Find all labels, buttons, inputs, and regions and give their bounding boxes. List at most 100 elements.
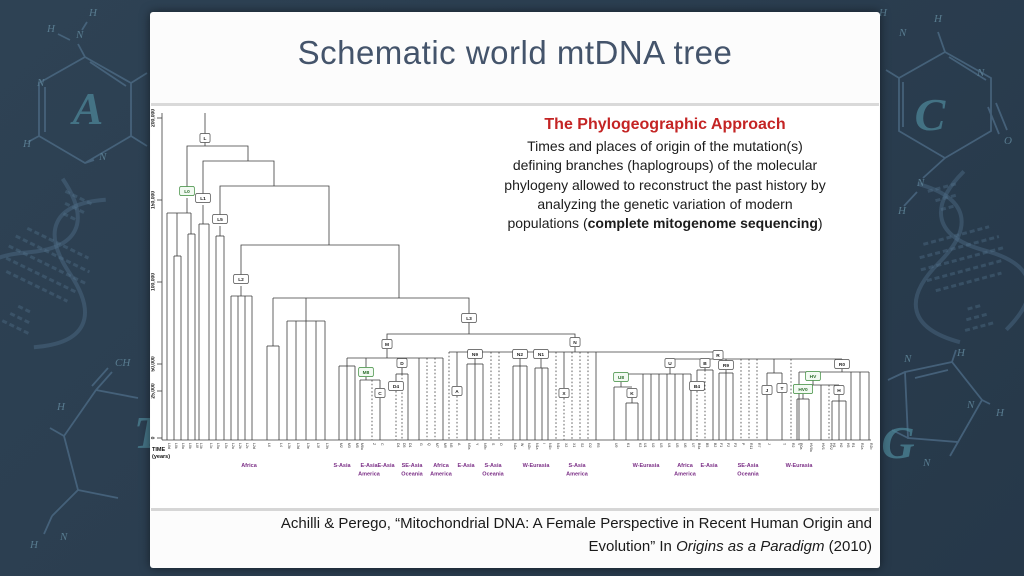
haplogroup-box-HV0 xyxy=(792,384,813,394)
svg-text:Z: Z xyxy=(372,443,376,446)
svg-text:E-Asia: E-Asia xyxy=(377,463,395,469)
svg-text:SE-Asia: SE-Asia xyxy=(738,463,760,469)
svg-text:N5: N5 xyxy=(449,443,453,448)
haplogroup-box-M xyxy=(381,339,393,349)
svg-text:America: America xyxy=(674,472,697,478)
cytosine-molecule-sketch xyxy=(885,31,1008,207)
tree-leaf-lineages xyxy=(166,213,870,440)
svg-text:L1c: L1c xyxy=(209,443,213,449)
svg-text:F3: F3 xyxy=(733,443,737,447)
atom-label: N xyxy=(903,353,912,365)
approach-body-line: populations (complete mitogenome sequenc… xyxy=(507,215,823,232)
svg-text:T: T xyxy=(781,386,784,392)
svg-text:U8: U8 xyxy=(618,375,624,381)
svg-text:HV2: HV2 xyxy=(829,443,833,450)
svg-text:D4: D4 xyxy=(393,384,399,390)
haplogroup-box-D xyxy=(396,358,408,368)
atom-label: H xyxy=(22,138,32,150)
haplogroup-box-T xyxy=(776,383,788,393)
svg-text:N: N xyxy=(573,340,577,346)
svg-text:U7: U7 xyxy=(691,443,695,448)
atom-label: N xyxy=(59,531,68,543)
svg-text:L6: L6 xyxy=(267,443,271,447)
svg-text:N9b: N9b xyxy=(483,443,487,449)
haplogroup-box-B4 xyxy=(689,381,705,391)
citation-line1: Achilli & Perego, “Mitochondrial DNA: A … xyxy=(280,515,872,532)
svg-text:L2a: L2a xyxy=(231,443,235,449)
bold-mitogenome-phrase: complete mitogenome sequencing xyxy=(587,215,818,232)
svg-text:R11: R11 xyxy=(749,443,753,449)
svg-text:HV1: HV1 xyxy=(821,443,825,450)
svg-text:R5: R5 xyxy=(596,443,600,448)
haplogroup-box-L3 xyxy=(461,313,477,323)
approach-body-line: Times and places of origin of the mutati… xyxy=(527,138,803,154)
svg-text:C: C xyxy=(378,391,382,397)
svg-text:S-Asia: S-Asia xyxy=(568,463,586,469)
svg-text:L2d: L2d xyxy=(252,443,256,449)
svg-text:X: X xyxy=(562,391,566,397)
approach-body-line: analyzing the genetic variation of moder… xyxy=(537,195,793,212)
svg-text:S-Asia: S-Asia xyxy=(484,463,502,469)
atom-label: N xyxy=(922,457,931,469)
svg-text:K2: K2 xyxy=(638,443,642,447)
haplogroup-box-L0 xyxy=(179,186,195,196)
nucleotide-letter-G: G xyxy=(881,417,914,468)
svg-text:W-Eurasia: W-Eurasia xyxy=(786,463,814,469)
nucleotide-letter-A: A xyxy=(70,83,104,134)
svg-text:A: A xyxy=(455,389,459,395)
svg-text:U3: U3 xyxy=(659,443,663,448)
svg-text:N1c: N1c xyxy=(556,443,560,449)
svg-text:D1: D1 xyxy=(408,443,412,448)
svg-text:G: G xyxy=(419,443,423,446)
atom-label: N xyxy=(976,67,985,79)
svg-text:R7: R7 xyxy=(757,443,761,448)
svg-text:F2: F2 xyxy=(726,443,730,447)
haplogroup-box-X xyxy=(558,388,570,398)
haplogroup-box-U xyxy=(664,358,676,368)
svg-text:U2: U2 xyxy=(651,443,655,448)
svg-text:150,000: 150,000 xyxy=(151,191,157,209)
citation-book-title: Origins as a Paradigm xyxy=(676,538,825,556)
svg-text:M8: M8 xyxy=(363,370,370,376)
atom-label: O xyxy=(1004,135,1012,147)
svg-text:U1: U1 xyxy=(643,443,647,448)
svg-text:X1: X1 xyxy=(572,443,576,447)
svg-text:N1a: N1a xyxy=(535,443,539,449)
atom-label: H xyxy=(46,23,56,35)
svg-text:L4: L4 xyxy=(279,443,283,447)
svg-text:L5c: L5c xyxy=(224,443,228,449)
svg-text:HV0: HV0 xyxy=(798,387,808,393)
svg-text:O2: O2 xyxy=(588,443,592,448)
atom-label: H xyxy=(897,205,907,217)
svg-text:X2: X2 xyxy=(564,443,568,447)
atom-label: N xyxy=(898,27,907,39)
svg-text:B5: B5 xyxy=(705,443,709,447)
atom-label: N xyxy=(75,29,84,41)
svg-text:L1b: L1b xyxy=(199,443,203,449)
atom-label: N xyxy=(36,77,45,89)
svg-text:P: P xyxy=(741,443,745,446)
atom-label: H xyxy=(956,347,966,359)
svg-text:L5: L5 xyxy=(217,217,223,223)
thymine-molecule-sketch xyxy=(43,367,139,535)
haplogroup-box-N2 xyxy=(512,349,528,359)
svg-text:L5a: L5a xyxy=(216,443,220,449)
svg-text:D: D xyxy=(400,361,404,367)
haplogroup-box-L5 xyxy=(212,214,228,224)
svg-text:N1: N1 xyxy=(538,352,544,358)
haplogroup-box-R9 xyxy=(718,360,734,370)
svg-text:F1: F1 xyxy=(719,443,723,447)
svg-text:R2a: R2a xyxy=(860,443,864,449)
svg-text:100,000: 100,000 xyxy=(151,273,157,291)
svg-text:L3h: L3h xyxy=(325,443,329,449)
guanine-molecule-sketch xyxy=(887,349,991,457)
svg-text:Oceania: Oceania xyxy=(737,472,759,478)
svg-text:50,000: 50,000 xyxy=(151,356,157,372)
svg-text:D5: D5 xyxy=(402,443,406,448)
svg-text:Africa: Africa xyxy=(241,463,258,469)
svg-text:America: America xyxy=(430,472,453,478)
svg-text:S: S xyxy=(491,443,495,446)
svg-text:25,000: 25,000 xyxy=(151,383,157,399)
